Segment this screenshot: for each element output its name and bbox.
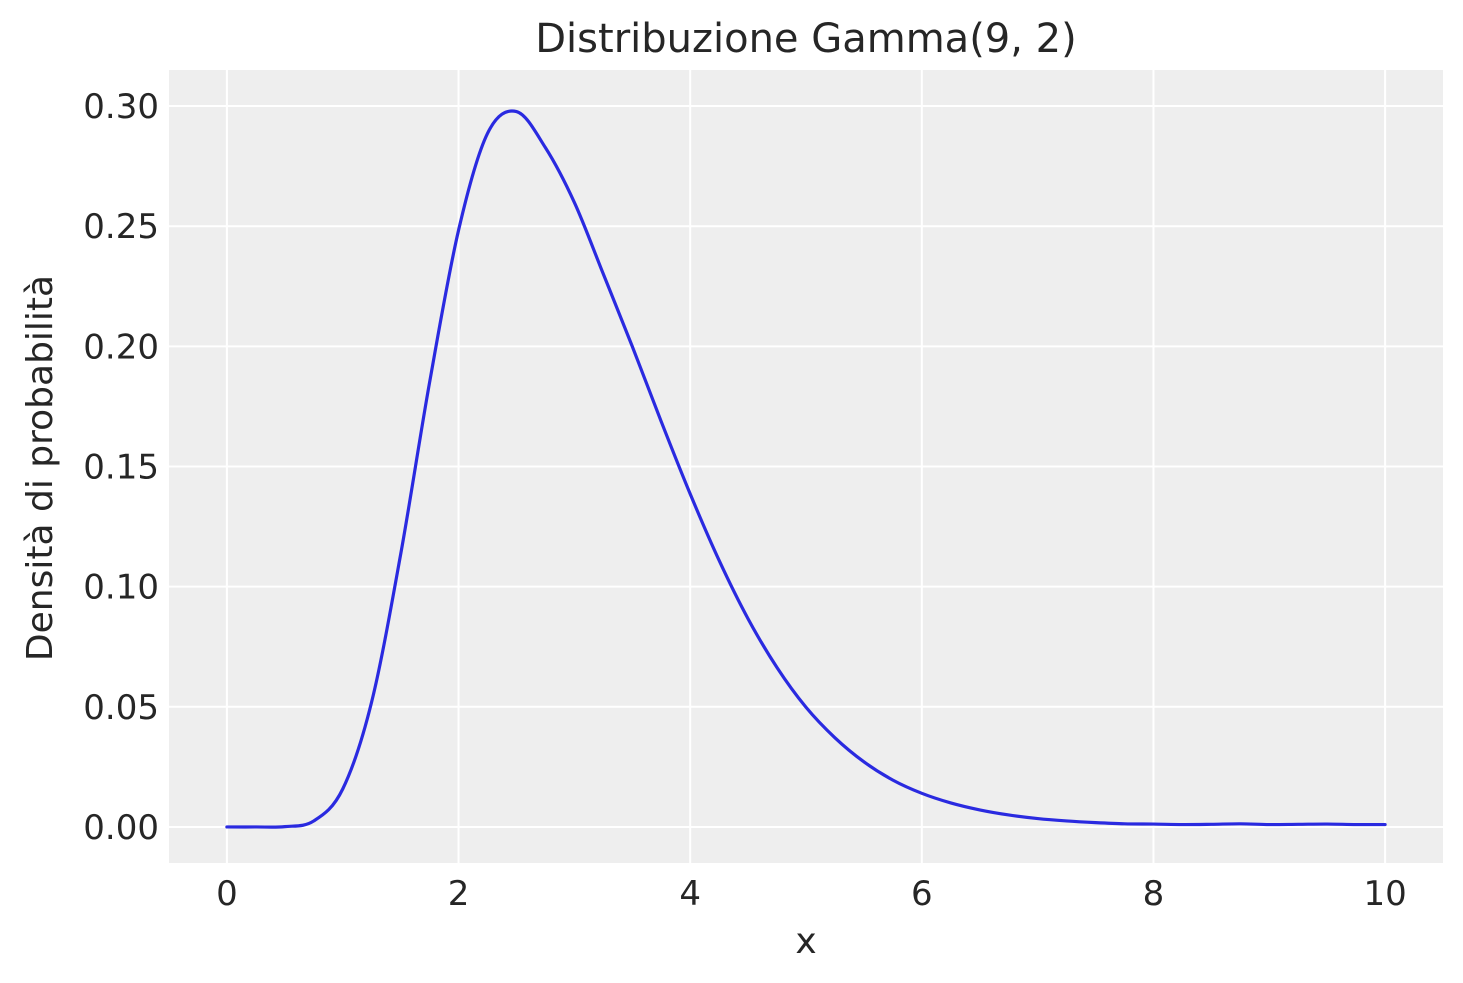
y-tick-label: 0.05 [83,688,159,728]
y-tick-label: 0.15 [83,448,159,488]
y-tick-label: 0.20 [83,327,159,367]
x-axis-label: x [795,921,816,962]
y-tick-label: 0.00 [83,808,159,848]
x-tick-labels: 0 2 4 6 8 10 [216,874,1407,914]
x-tick-label: 8 [1143,874,1165,914]
chart-title: Distribuzione Gamma(9, 2) [535,16,1076,62]
x-tick-label: 6 [911,874,933,914]
y-tick-label: 0.10 [83,568,159,608]
gamma-density-line [225,109,1387,829]
grid-lines [169,70,1443,863]
x-tick-label: 4 [679,874,701,914]
x-tick-label: 10 [1363,874,1406,914]
y-tick-label: 0.25 [83,207,159,247]
y-tick-label: 0.30 [83,87,159,127]
series-line-layer [225,109,1387,829]
x-tick-label: 0 [216,874,238,914]
y-tick-labels: 0.00 0.05 0.10 0.15 0.20 0.25 0.30 [83,87,159,848]
x-tick-label: 2 [448,874,470,914]
y-axis-label: Densità di probabilità [20,275,61,661]
